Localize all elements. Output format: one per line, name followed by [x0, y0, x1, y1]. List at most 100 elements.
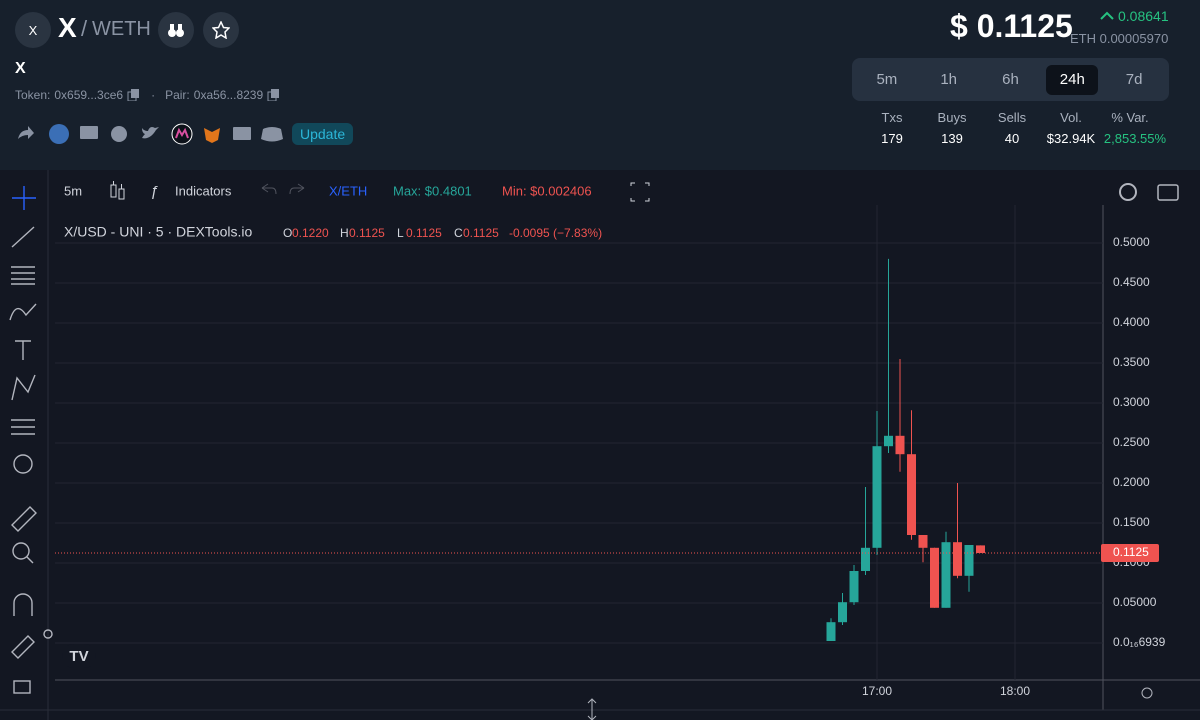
legend-ohlc: O 0.1220 H 0.1125 L 0.1125 C 0.1125 -0.0095 (−7.…: [283, 226, 602, 240]
separator: ·: [151, 88, 156, 102]
stats: Txs 179 Buys 139 Sells 40 Vol. $32.94K % Var. 2,8…: [862, 110, 1166, 146]
fib-tool[interactable]: [11, 266, 35, 285]
fullscreen-button[interactable]: [630, 182, 650, 202]
crosshair-tool[interactable]: [12, 186, 36, 210]
star-icon: [212, 21, 230, 39]
share-icon[interactable]: [18, 126, 34, 139]
candle-body: [930, 547, 939, 608]
emoji-tool[interactable]: [13, 454, 33, 474]
y-tick-label: 0.2500: [1113, 435, 1150, 449]
fx-icon: ƒ: [150, 183, 158, 200]
stat-column: Txs 179: [862, 110, 922, 146]
pair-quote: WETH: [92, 18, 151, 40]
y-tick-label: 0.3000: [1113, 395, 1150, 409]
ruler-tool[interactable]: [11, 506, 37, 532]
token-address: 0x659...3ce6: [54, 88, 124, 102]
timeframe-tab[interactable]: 7d: [1125, 70, 1143, 88]
candle-body: [907, 454, 916, 535]
candle-body: [861, 547, 870, 571]
lock-tool[interactable]: [13, 680, 31, 694]
tv-logo-text: TV: [69, 648, 88, 665]
binoculars-button[interactable]: [158, 12, 194, 48]
legend-value: 0.1125: [463, 226, 499, 240]
discord-icon[interactable]: [261, 127, 283, 142]
lock-draw-tool[interactable]: [11, 635, 35, 659]
y-tick-label: 0.4000: [1113, 315, 1150, 329]
y-tick-label: 0.1500: [1113, 515, 1150, 529]
token-icon[interactable]: X: [15, 12, 51, 48]
axis-settings[interactable]: [1141, 687, 1153, 699]
y-tick-label: 0.2000: [1113, 475, 1150, 489]
resize-handle[interactable]: [587, 698, 597, 720]
legend-key: O: [283, 226, 292, 240]
legend-key: H: [340, 226, 349, 240]
copy-icon[interactable]: [127, 89, 141, 101]
timeframe-tab[interactable]: 6h: [1002, 70, 1019, 88]
candle-type-button[interactable]: [110, 181, 125, 200]
binoculars-icon: [168, 24, 184, 37]
undo-redo[interactable]: [261, 183, 305, 195]
price-eth: ETH 0.00005970: [1070, 31, 1169, 46]
favorite-button[interactable]: [203, 12, 239, 48]
candle-body: [964, 545, 974, 576]
prediction-tool[interactable]: [11, 419, 35, 435]
dextools-mark: [175, 127, 189, 139]
timeframe-tab[interactable]: 1h: [940, 70, 958, 88]
zoom-tool[interactable]: [12, 542, 30, 560]
website-icon[interactable]: [80, 126, 98, 139]
copy-icon[interactable]: [267, 89, 281, 101]
candle-body: [872, 446, 882, 548]
max-price: Max: $0.4801: [393, 183, 472, 198]
chart-icon[interactable]: [49, 124, 69, 144]
eye-tool[interactable]: [43, 629, 53, 639]
screenshot-button[interactable]: [1157, 184, 1179, 201]
chart-background: [0, 170, 1200, 720]
candle-body: [976, 545, 985, 553]
last-price-tag: [1101, 544, 1159, 562]
stat-header: Vol.: [1060, 110, 1082, 125]
legend-symbol: X/USD - UNI · 5 · DEXTools.io: [64, 224, 252, 240]
brush-tool[interactable]: [9, 303, 37, 321]
interval-button[interactable]: 5m: [64, 183, 82, 198]
metamask-icon[interactable]: [204, 128, 220, 143]
settings-button[interactable]: [1119, 183, 1137, 201]
indicators-button[interactable]: Indicators: [175, 183, 232, 198]
tv-logo: [62, 644, 96, 668]
chart: 5m ƒ Indicators X/ETH Max: $0.4801 Min: …: [0, 170, 1200, 720]
candle-body: [895, 435, 905, 455]
candle-body: [941, 542, 951, 608]
update-button[interactable]: Update: [292, 123, 354, 145]
y-tick-label: 0.5000: [1113, 235, 1150, 249]
last-price-label: 0.1125: [1113, 545, 1149, 559]
candle-body: [884, 435, 893, 447]
stat-value: $32.94K: [1046, 131, 1096, 146]
y-tick-label: 0.3500: [1113, 355, 1150, 369]
timeframe-tab[interactable]: 5m: [876, 70, 898, 88]
legend-key: L: [397, 226, 404, 240]
candle-body: [838, 602, 847, 623]
pair-label: Pair:: [165, 88, 190, 102]
mail-icon[interactable]: [233, 127, 251, 140]
addresses: Token: 0x659...3ce6 · Pair: 0xa56...8239: [15, 88, 281, 102]
twitter-icon[interactable]: [142, 127, 159, 139]
legend-change: -0.0095 (−7.83%): [509, 226, 602, 240]
candle-body: [849, 571, 859, 603]
drawing-tools: [9, 186, 53, 694]
text-tool[interactable]: [15, 340, 31, 360]
y-tick-label: 0.0₁₆6939: [1113, 635, 1166, 649]
stat-header: Sells: [997, 110, 1027, 125]
magnet-tool[interactable]: [13, 593, 33, 616]
legend-value: 0.1125: [349, 226, 385, 240]
stat-column: Buys 139: [922, 110, 982, 146]
x-tick-label: 17:00: [862, 684, 892, 698]
telegram-icon[interactable]: [111, 126, 127, 142]
stat-column: % Var. 2,853.55%: [1100, 110, 1166, 146]
token-name: X: [15, 60, 26, 77]
trendline-tool[interactable]: [11, 226, 35, 248]
timeframe-tab[interactable]: 24h: [1046, 64, 1099, 95]
pattern-tool[interactable]: [11, 374, 36, 401]
pair-base: X: [58, 12, 77, 43]
stat-value: 2,853.55%: [1103, 131, 1167, 146]
pair-button[interactable]: X/ETH: [329, 183, 367, 198]
